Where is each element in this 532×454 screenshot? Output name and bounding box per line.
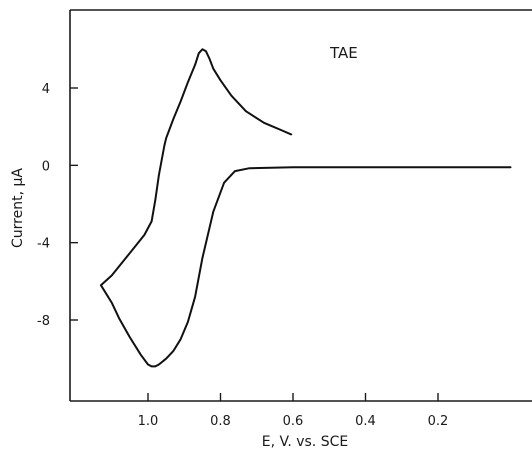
y-tick-label: -4 — [37, 237, 50, 252]
y-axis-title: Current, μA — [10, 168, 26, 248]
x-tick-label: 0.8 — [210, 414, 231, 429]
y-tick-label: -8 — [37, 314, 50, 329]
x-tick-label: 1.0 — [138, 414, 159, 429]
x-tick-label: 0.6 — [283, 414, 304, 429]
x-tick-label: 0.4 — [355, 414, 376, 429]
x-axis-title: E, V. vs. SCE — [262, 434, 348, 450]
y-ticks: 4 0 -4 -8 — [37, 82, 78, 329]
series-line-0 — [99, 48, 512, 368]
y-tick-label: 0 — [42, 159, 50, 174]
x-tick-label: 0.2 — [428, 414, 449, 429]
compound-label: TAE — [329, 44, 358, 62]
y-tick-label: 4 — [42, 82, 50, 97]
axes — [69, 9, 532, 402]
plot-area — [99, 48, 512, 368]
x-ticks: 1.0 0.8 0.6 0.4 0.2 — [138, 393, 449, 429]
